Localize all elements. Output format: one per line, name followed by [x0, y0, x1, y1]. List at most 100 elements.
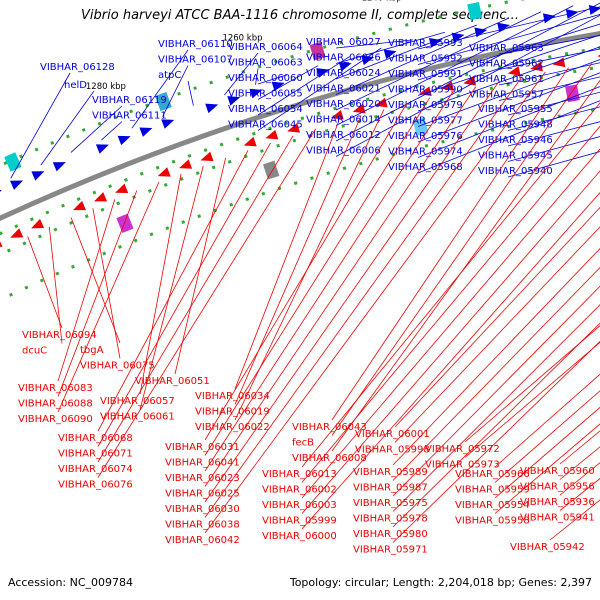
map-title: Vibrio harveyi ATCC BAA-1116 chromosome …: [81, 8, 519, 23]
forward-gene-leader: [131, 49, 189, 129]
reverse-gene-leader: [301, 148, 600, 499]
forward-gene-label: helD: [64, 80, 87, 91]
reverse-gene-leader: [301, 102, 600, 468]
reverse-gene-label: VIBHAR_05936: [520, 497, 595, 508]
reverse-gene-leader: [392, 266, 600, 481]
forward-gene-arrow: [31, 171, 45, 181]
forward-gene-label: VIBHAR_06128: [40, 62, 115, 73]
forward-gene-leader: [498, 48, 600, 70]
reverse-gene-leader: [204, 91, 454, 472]
forward-gene-arrow: [338, 61, 352, 72]
forward-gene-arrow: [361, 55, 375, 66]
reverse-gene-leader: [97, 142, 271, 447]
reverse-gene-leader: [494, 423, 600, 514]
reverse-gene-leader: [92, 208, 121, 359]
forward-gene-label: VIBHAR_05961: [469, 74, 544, 85]
reverse-gene-leader: [204, 86, 477, 487]
forward-gene-arrow: [271, 81, 285, 92]
accession-label: Accession: NC_009784: [8, 576, 134, 589]
forward-gene-arrow: [205, 103, 219, 114]
forward-gene-leader: [335, 39, 414, 49]
forward-gene-leader: [417, 34, 600, 96]
forward-gene-leader: [40, 90, 95, 166]
forward-gene-label: VIBHAR_05993: [388, 38, 463, 49]
forward-gene-leader: [187, 80, 194, 106]
ruler-label: 1280 kbp: [86, 82, 126, 92]
reverse-gene-leader: [204, 97, 431, 456]
reverse-gene-leader: [394, 226, 600, 443]
forward-gene-arrow: [451, 32, 465, 43]
reverse-gene-arrow: [418, 86, 432, 97]
reverse-gene-label: VIBHAR_06057: [100, 396, 175, 407]
forward-gene-arrow: [249, 88, 263, 99]
ruler-label: 1240 kbp: [362, 0, 402, 3]
reverse-gene-leader: [97, 150, 249, 432]
reverse-gene-label: VIBHAR_06094: [22, 330, 97, 341]
reverse-gene-label: VIBHAR_06001: [355, 429, 430, 440]
reverse-gene-leader: [234, 115, 362, 405]
forward-gene-label: VIBHAR_06119: [92, 95, 167, 106]
reverse-gene-label: tbgA: [80, 345, 104, 356]
reverse-gene-label: VIBHAR_05998: [355, 445, 430, 456]
forward-gene-arrow: [117, 135, 131, 146]
forward-gene-label: VIBHAR_05963: [469, 43, 544, 54]
reverse-gene-label: VIBHAR_06038: [165, 520, 240, 531]
forward-gene-arrow: [139, 127, 153, 137]
forward-gene-leader: [10, 72, 71, 179]
forward-gene-arrow: [10, 180, 24, 190]
forward-gene-label: VIBHAR_06021: [306, 84, 381, 95]
forward-gene-label: VIBHAR_05946: [478, 135, 553, 146]
forward-gene-label: VIBHAR_05948: [478, 120, 553, 131]
reverse-gene-leader: [394, 206, 600, 428]
reverse-gene-leader: [559, 462, 600, 496]
reverse-gene-leader: [204, 76, 523, 518]
reverse-gene-leader: [139, 173, 182, 395]
forward-gene-arrow: [227, 96, 241, 106]
reverse-gene-label: VIBHAR_06023: [165, 473, 240, 484]
reverse-gene-arrow: [352, 103, 366, 114]
reverse-gene-leader: [57, 199, 116, 382]
reverse-gene-leader: [27, 236, 63, 329]
forward-gene-label: VIBHAR_05968: [388, 162, 463, 173]
reverse-gene-arrow: [0, 237, 3, 248]
reverse-gene-arrow: [287, 123, 301, 133]
reverse-gene-leader: [204, 103, 408, 441]
reverse-gene-label: VIBHAR_05989: [353, 467, 428, 478]
forward-gene-label: VIBHAR_05976: [388, 131, 463, 142]
reverse-gene-leader: [204, 71, 546, 534]
forward-gene-leader: [498, 34, 600, 55]
forward-gene-leader: [257, 56, 350, 116]
reverse-gene-arrow: [179, 159, 193, 169]
reverse-gene-label: VIBHAR_06075: [80, 361, 155, 372]
reverse-gene-leader: [331, 79, 600, 452]
reverse-gene-label: VIBHAR_06013: [262, 469, 337, 480]
feature-block: [309, 41, 326, 61]
feature-block: [467, 1, 483, 21]
forward-gene-label: VIBHAR_05940: [478, 166, 553, 177]
reverse-gene-leader: [70, 217, 121, 344]
chromosome-backbone: [0, 31, 600, 222]
forward-gene-leader: [417, 23, 600, 81]
reverse-gene-arrow: [507, 66, 521, 76]
forward-gene-label: VIBHAR_05991: [388, 69, 463, 80]
forward-gene-arrow: [52, 162, 66, 172]
forward-gene-label: VIBHAR_06060: [228, 73, 303, 84]
reverse-gene-label: VIBHAR_06041: [165, 458, 240, 469]
reverse-gene-leader: [57, 181, 160, 413]
forward-gene-leader: [417, 86, 600, 158]
reverse-gene-label: VIBHAR_06030: [165, 504, 240, 515]
reverse-gene-leader: [392, 340, 600, 543]
reverse-gene-leader: [331, 67, 569, 421]
forward-gene-label: VIBHAR_06027: [306, 37, 381, 48]
forward-gene-label: VIBHAR_05990: [388, 85, 463, 96]
reverse-gene-label: VIBHAR_06071: [58, 449, 133, 460]
reverse-gene-arrow: [10, 228, 24, 238]
reverse-gene-label: VIBHAR_05959: [455, 485, 530, 496]
forward-gene-label: VIBHAR_06064: [228, 42, 303, 53]
reverse-gene-leader: [48, 226, 63, 344]
reverse-gene-leader: [392, 285, 600, 497]
forward-gene-label: VIBHAR_06006: [306, 146, 381, 157]
forward-gene-label: VIBHAR_05977: [388, 116, 463, 127]
